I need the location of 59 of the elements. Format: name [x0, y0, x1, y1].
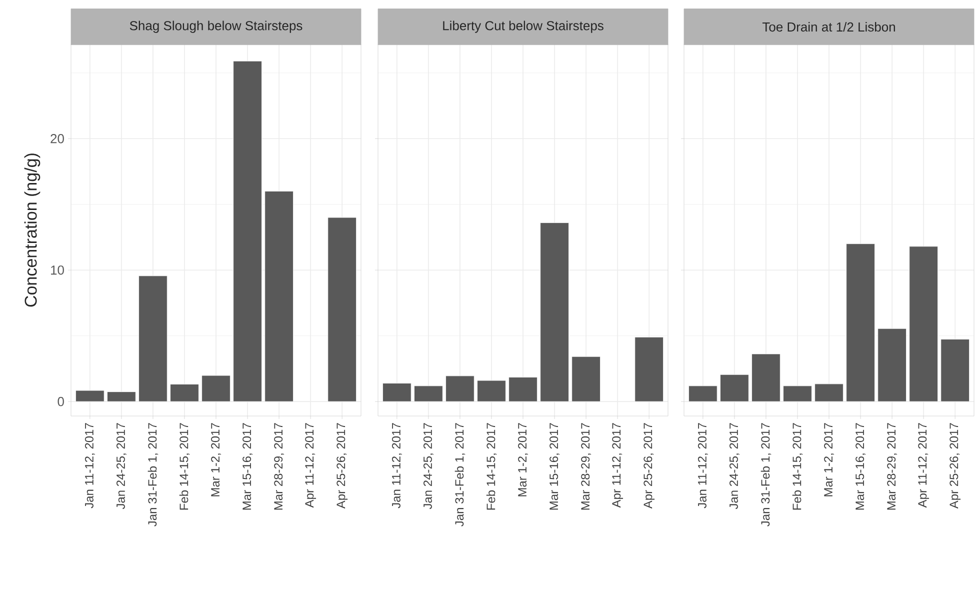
x-tick-label: Jan 24-25, 2017: [423, 423, 434, 510]
x-tick-label: Mar 28-29, 2017: [887, 423, 898, 510]
bar: [328, 217, 356, 402]
bar: [382, 383, 412, 402]
x-tick-label: Apr 11-12, 2017: [918, 423, 930, 508]
chart-title: Shag Slough below Stairsteps: [130, 20, 302, 33]
bar: [264, 191, 294, 402]
bar: [508, 377, 538, 402]
x-tick-label: Mar 1-2, 2017: [518, 423, 528, 496]
bar: [940, 339, 970, 402]
bar: [414, 386, 443, 402]
x-tick-label: Jan 24-25, 2017: [116, 423, 126, 510]
y-tick-label: 10: [51, 265, 64, 275]
y-tick-label: 20: [50, 134, 64, 144]
x-tick-label: Feb 14-15, 2017: [792, 423, 803, 510]
x-tick-label: Mar 15-16, 2017: [550, 423, 560, 510]
bar: [814, 384, 844, 402]
x-tick-label: Mar 28-29, 2017: [581, 423, 592, 510]
chart-title: Liberty Cut below Stairsteps: [443, 20, 604, 33]
bar: [720, 374, 749, 402]
bar: [138, 276, 168, 402]
bar: [477, 380, 506, 402]
x-tick-label: Mar 15-16, 2017: [856, 423, 866, 510]
bar: [202, 375, 230, 402]
x-tick-label: Apr 11-12, 2017: [612, 423, 624, 508]
x-tick-label: Jan 11-12, 2017: [392, 423, 402, 508]
bar: [446, 376, 474, 402]
y-tick-label: 0: [58, 396, 64, 406]
x-tick-label: Apr 25-26, 2017: [644, 423, 655, 509]
x-tick-label: Mar 28-29, 2017: [274, 423, 284, 510]
bar: [233, 60, 262, 402]
x-tick-label: Mar 1-2, 2017: [211, 423, 221, 496]
bar: [783, 386, 812, 402]
bar: [170, 384, 199, 402]
chart-title: Toe Drain at 1/2 Lisbon: [762, 22, 895, 32]
bar: [76, 390, 104, 402]
x-tick-label: Feb 14-15, 2017: [486, 423, 497, 510]
x-tick-label: Jan 31-Feb 1, 2017: [454, 423, 466, 526]
bar: [878, 328, 906, 402]
x-tick-label: Feb 14-15, 2017: [179, 423, 190, 510]
x-tick-label: Jan 31-Feb 1, 2017: [148, 423, 158, 526]
x-tick-label: Mar 1-2, 2017: [824, 423, 834, 496]
bar: [634, 336, 664, 402]
bar: [846, 244, 875, 402]
x-tick-label: Apr 11-12, 2017: [305, 423, 316, 508]
x-tick-label: Apr 25-26, 2017: [950, 423, 961, 509]
x-tick-label: Jan 24-25, 2017: [729, 423, 740, 510]
bar: [107, 392, 136, 402]
y-axis-title: Concentration (ng/g): [24, 154, 40, 307]
bar: [909, 246, 938, 402]
x-tick-label: Jan 11-12, 2017: [84, 423, 95, 508]
bar: [540, 222, 569, 402]
bar: [688, 386, 718, 402]
bar: [572, 356, 600, 402]
x-tick-label: Jan 31-Feb 1, 2017: [760, 423, 772, 526]
x-tick-label: Mar 15-16, 2017: [242, 423, 252, 510]
x-tick-label: Jan 11-12, 2017: [698, 423, 708, 508]
x-tick-label: Apr 25-26, 2017: [336, 423, 348, 509]
bar: [752, 354, 780, 402]
